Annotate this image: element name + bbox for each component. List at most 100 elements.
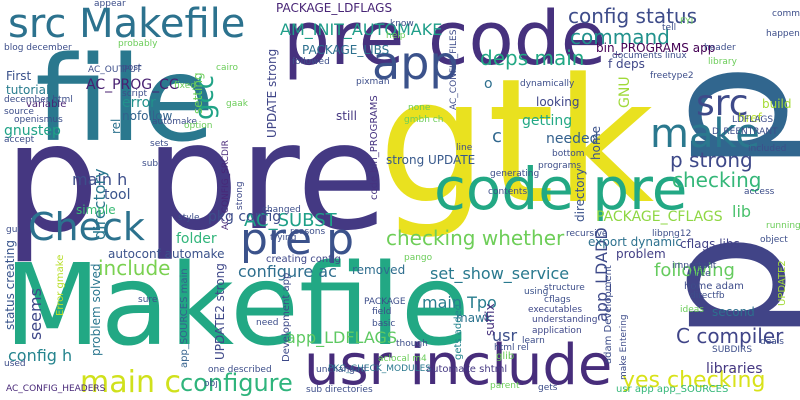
cloud-word: comma — [772, 9, 800, 19]
cloud-word: learn — [522, 336, 545, 346]
cloud-word: second — [712, 305, 755, 319]
cloud-word: First — [6, 69, 32, 83]
cloud-word: main Tpo — [422, 293, 497, 312]
cloud-word: cairo — [216, 63, 238, 73]
cloud-word: included — [748, 144, 787, 154]
cloud-word: simple — [76, 203, 116, 217]
cloud-word: app_SOURCES main — [179, 268, 190, 368]
cloud-word: problem solved — [89, 263, 103, 357]
cloud-word: gui — [6, 225, 20, 235]
cloud-word: gets — [538, 383, 558, 393]
cloud-word: basic — [372, 319, 396, 329]
cloud-word: usr app app_SOURCES — [616, 384, 729, 395]
cloud-word: problem — [616, 247, 666, 261]
cloud-word: Makefile — [4, 241, 470, 371]
cloud-word: needed — [546, 131, 599, 147]
cloud-word: header — [704, 43, 736, 53]
cloud-word: AC_SUBST — [244, 210, 337, 231]
cloud-word: generating — [490, 169, 540, 179]
cloud-word: AC_CONFIG_HEADERS — [6, 384, 106, 394]
cloud-word: make — [650, 111, 760, 157]
cloud-word: tutorial — [6, 83, 50, 97]
cloud-word: executables — [528, 305, 583, 315]
cloud-word: LDFLAGS — [732, 115, 774, 125]
cloud-word: source — [4, 107, 34, 117]
cloud-word: include — [98, 256, 171, 280]
cloud-word: o — [484, 76, 493, 92]
cloud-word: field — [372, 307, 392, 317]
cloud-word: cflags — [544, 295, 571, 305]
cloud-word: probably — [118, 39, 158, 49]
cloud-word: appear — [94, 0, 126, 9]
cloud-word: need — [256, 318, 279, 328]
cloud-word: home — [589, 125, 603, 160]
cloud-word: p — [4, 92, 100, 266]
cloud-word: running — [766, 221, 800, 231]
cloud-word: important — [672, 261, 717, 271]
cloud-word: access — [744, 187, 775, 197]
cloud-word: strong — [235, 181, 245, 210]
cloud-word: gets added — [453, 303, 464, 360]
cloud-word: getting — [522, 113, 573, 129]
cloud-word: UPDATE2 strong — [213, 263, 227, 360]
cloud-word: home adam — [684, 281, 744, 292]
cloud-word: using — [524, 287, 549, 297]
cloud-word: creating config — [266, 254, 341, 265]
cloud-word: pkg config — [208, 209, 282, 225]
cloud-word: rel — [109, 118, 123, 134]
cloud-word: ideas — [680, 305, 704, 315]
cloud-word: make Entering — [619, 314, 629, 380]
cloud-word: cflags libs — [680, 237, 740, 251]
cloud-word: write — [688, 269, 711, 279]
cloud-word: gmbh ch — [404, 115, 444, 125]
cloud-word: setting — [191, 72, 205, 114]
cloud-word: though — [396, 339, 428, 349]
cloud-word: AC_OUTPUT — [88, 65, 142, 75]
cloud-word: script — [122, 89, 148, 99]
cloud-word: config status — [568, 4, 698, 28]
cloud-word: GNU — [617, 76, 633, 108]
cloud-word: sets — [150, 139, 169, 149]
cloud-word: directory — [573, 168, 587, 222]
cloud-word: pre p — [240, 214, 355, 265]
cloud-word: export dynamic — [588, 235, 682, 249]
cloud-word: happens — [766, 29, 800, 39]
cloud-word: Check — [28, 205, 145, 249]
cloud-word: post — [122, 63, 142, 73]
cloud-word: UPDATE strong — [265, 48, 279, 138]
cloud-word: application — [532, 326, 582, 336]
cloud-word: unchanged — [316, 365, 367, 375]
cloud-word: pango — [404, 253, 433, 263]
cloud-word: PACKAGE_LIBS — [302, 43, 390, 57]
cloud-word: yes checking — [622, 368, 766, 393]
cloud-word: gaak — [226, 99, 248, 109]
cloud-word: libpng12 — [652, 229, 692, 239]
cloud-word: checking — [672, 168, 762, 192]
cloud-word: bottom — [552, 149, 585, 159]
cloud-word: followed — [292, 57, 330, 67]
cloud-word: nofollow — [122, 109, 173, 123]
cloud-word: one described — [208, 365, 272, 375]
cloud-word: pre — [145, 91, 388, 263]
cloud-word: pixman — [356, 77, 390, 87]
cloud-word: Development app — [281, 272, 292, 362]
cloud-word: obj — [204, 379, 218, 389]
cloud-word: folder — [176, 231, 217, 247]
cloud-word: AM_INIT_AUTOMAKE — [280, 20, 443, 39]
cloud-word: contents — [488, 187, 528, 197]
cloud-word: dynamically — [520, 79, 575, 89]
cloud-word: glib — [496, 351, 515, 362]
cloud-word: Error gmake — [55, 254, 66, 316]
cloud-word: recursive — [566, 229, 608, 239]
cloud-word: freetype2 — [650, 71, 694, 81]
cloud-word: status creating — [3, 240, 17, 330]
cloud-word: usr — [492, 326, 518, 345]
cloud-word: p strong — [670, 148, 753, 172]
cloud-word: f deps — [608, 57, 645, 71]
cloud-word: FYI — [680, 17, 694, 27]
cloud-word: changed — [262, 205, 301, 215]
cloud-word: UPDATE2 — [777, 260, 788, 306]
cloud-word: C compiler — [676, 324, 784, 348]
cloud-word: option — [184, 121, 213, 131]
